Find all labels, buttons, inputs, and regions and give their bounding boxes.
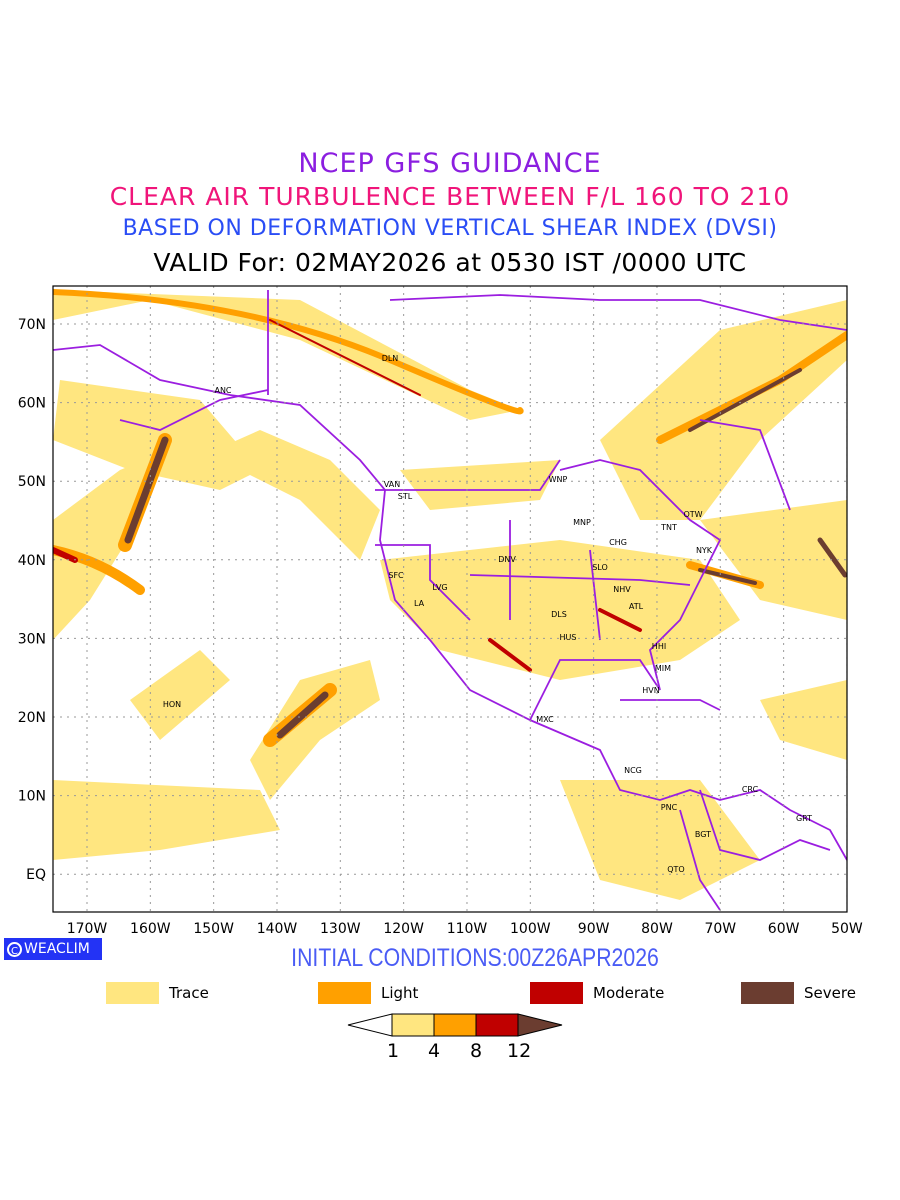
- lon-label: 80W: [641, 921, 673, 937]
- title-method: BASED ON DEFORMATION VERTICAL SHEAR INDE…: [122, 216, 778, 241]
- legend-label: Light: [381, 984, 419, 1002]
- colorbar-moderate: [475, 1013, 519, 1037]
- lat-label: EQ: [26, 867, 46, 883]
- station-label: BGT: [695, 830, 711, 839]
- lon-label: 130W: [320, 921, 361, 937]
- colorbar-trace: [391, 1013, 435, 1037]
- station-label: NYK: [696, 546, 713, 555]
- lon-label: 50W: [831, 921, 863, 937]
- legend-label: Trace: [169, 984, 209, 1002]
- station-label: CRC: [742, 785, 759, 794]
- lat-label: 70N: [18, 317, 46, 333]
- colorbar-tick: 8: [470, 1040, 483, 1062]
- lon-label: 100W: [510, 921, 551, 937]
- lat-label: 40N: [18, 553, 46, 569]
- initial-conditions: INITIAL CONDITIONS:00Z26APR2026: [291, 944, 659, 972]
- legend-swatch: [530, 982, 583, 1004]
- station-label: LVG: [432, 583, 447, 592]
- station-label: MNP: [573, 518, 591, 527]
- station-label: PNC: [661, 803, 678, 812]
- station-label: CHG: [609, 538, 627, 547]
- station-label: VAN: [384, 480, 400, 489]
- station-label: NHV: [613, 585, 631, 594]
- colorbar-tick: 12: [507, 1040, 532, 1062]
- title-guidance: NCEP GFS GUIDANCE: [298, 148, 602, 179]
- lon-label: 90W: [578, 921, 610, 937]
- coastlines-and-borders: [53, 290, 847, 911]
- legend-swatch: [741, 982, 794, 1004]
- lon-label: 170W: [67, 921, 108, 937]
- lon-label: 160W: [130, 921, 171, 937]
- lat-label: 30N: [18, 631, 46, 647]
- station-label: HHI: [652, 642, 666, 651]
- station-label: NCG: [624, 766, 642, 775]
- station-label: STL: [398, 492, 413, 501]
- station-label: MXC: [536, 715, 554, 724]
- lat-label: 10N: [18, 789, 46, 805]
- colorbar-below-1: [347, 1013, 393, 1037]
- colorbar-severe: [517, 1013, 563, 1037]
- weaclim-logo: C WEACLIM: [4, 938, 102, 960]
- colorbar-tick: 1: [387, 1040, 400, 1062]
- station-label: GRT: [796, 814, 812, 823]
- station-label: QTO: [667, 865, 684, 874]
- legend-swatch: [106, 982, 159, 1004]
- station-label: WNP: [549, 475, 568, 484]
- trace-areas: [53, 290, 847, 900]
- colorbar-tick: 4: [428, 1040, 441, 1062]
- title-valid-time: VALID For: 02MAY2026 at 0530 IST /0000 U…: [153, 248, 747, 277]
- station-label: SFC: [388, 571, 404, 580]
- lon-label: 60W: [768, 921, 800, 937]
- station-label: SLO: [592, 563, 608, 572]
- map-frame: [52, 285, 848, 913]
- station-label: HVN: [642, 686, 659, 695]
- legend-swatch: [318, 982, 371, 1004]
- station-label: ANC: [214, 386, 231, 395]
- colorbar: [347, 1013, 563, 1037]
- station-label: MIM: [655, 664, 671, 673]
- lon-label: 120W: [383, 921, 424, 937]
- lat-label: 50N: [18, 474, 46, 490]
- station-label: DNV: [498, 555, 516, 564]
- lat-label: 60N: [18, 396, 46, 412]
- colorbar-light: [433, 1013, 477, 1037]
- copyright-icon: C: [7, 941, 22, 957]
- lon-label: 140W: [257, 921, 298, 937]
- station-label: DLS: [551, 610, 567, 619]
- station-label: TNT: [660, 523, 677, 532]
- lat-label: 20N: [18, 710, 46, 726]
- legend-label: Severe: [804, 984, 856, 1002]
- station-label: ATL: [629, 602, 644, 611]
- lon-label: 70W: [704, 921, 736, 937]
- lon-label: 110W: [447, 921, 488, 937]
- station-label: HON: [163, 700, 181, 709]
- station-label: LA: [414, 599, 425, 608]
- jet-streams: [53, 289, 847, 747]
- station-label: DLN: [382, 354, 399, 363]
- lon-label: 150W: [193, 921, 234, 937]
- title-product: CLEAR AIR TURBULENCE BETWEEN F/L 160 TO …: [109, 182, 791, 211]
- legend-label: Moderate: [593, 984, 665, 1002]
- station-label: OTW: [683, 510, 702, 519]
- turbulence-field: [53, 289, 847, 911]
- logo-text: WEACLIM: [24, 941, 90, 957]
- station-label: HUS: [560, 633, 577, 642]
